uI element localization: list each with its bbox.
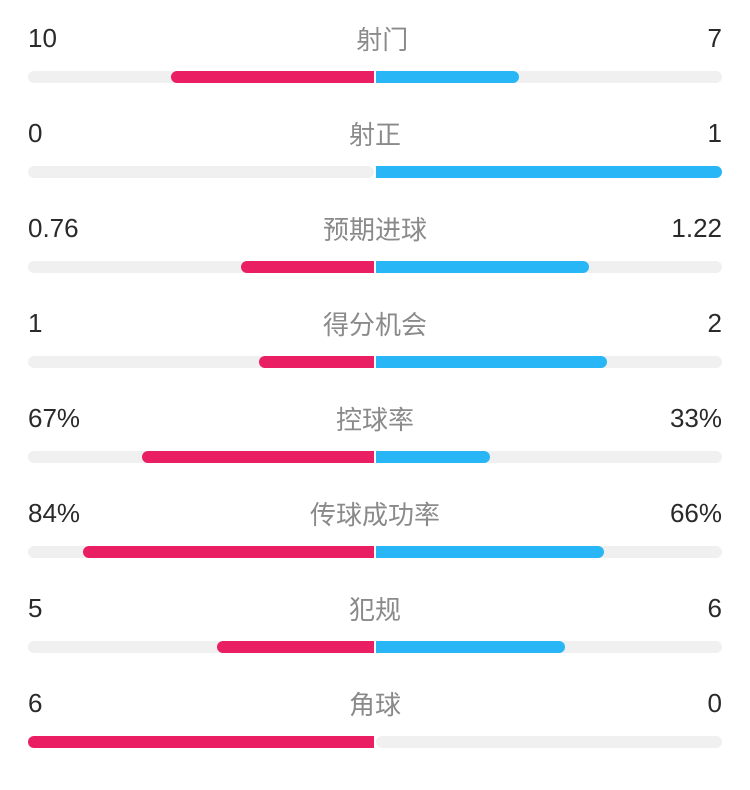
stat-bar	[28, 71, 722, 83]
stat-value-left: 1	[28, 308, 42, 339]
stat-value-right: 1	[708, 118, 722, 149]
stat-bar	[28, 736, 722, 748]
stat-bar	[28, 546, 722, 558]
stat-bar-right-fill	[376, 356, 607, 368]
stat-bar-left-track	[28, 166, 374, 178]
stat-bar	[28, 451, 722, 463]
stat-row: 1 得分机会 2	[28, 305, 722, 368]
stat-label: 射门	[57, 20, 708, 57]
stat-bar	[28, 356, 722, 368]
stat-bar	[28, 166, 722, 178]
stat-bar-left-fill	[28, 736, 374, 748]
stat-bar-left-track	[28, 71, 374, 83]
stat-value-left: 5	[28, 593, 42, 624]
stat-label: 射正	[42, 115, 707, 152]
stat-bar-right-fill	[376, 261, 589, 273]
stat-bar-right-track	[376, 641, 722, 653]
stat-bar-right-fill	[376, 451, 490, 463]
stat-bar-right-fill	[376, 641, 565, 653]
stat-row: 0 射正 1	[28, 115, 722, 178]
stat-value-right: 33%	[670, 403, 722, 434]
stat-value-right: 1.22	[671, 213, 722, 244]
stat-bar-left-fill	[259, 356, 374, 368]
stat-bar-right-fill	[376, 546, 604, 558]
stat-value-right: 0	[708, 688, 722, 719]
stat-row: 84% 传球成功率 66%	[28, 495, 722, 558]
stat-bar-left-track	[28, 451, 374, 463]
stat-header: 1 得分机会 2	[28, 305, 722, 342]
stat-header: 84% 传球成功率 66%	[28, 495, 722, 532]
stat-bar-right-track	[376, 261, 722, 273]
stats-comparison-chart: 10 射门 7 0 射正 1 0.76	[28, 20, 722, 748]
stat-bar-left-track	[28, 356, 374, 368]
stat-bar-right-track	[376, 546, 722, 558]
stat-label: 传球成功率	[80, 495, 670, 532]
stat-bar-left-fill	[171, 71, 374, 83]
stat-row: 6 角球 0	[28, 685, 722, 748]
stat-value-left: 0.76	[28, 213, 79, 244]
stat-header: 5 犯规 6	[28, 590, 722, 627]
stat-label: 得分机会	[42, 305, 707, 342]
stat-bar-right-track	[376, 736, 722, 748]
stat-row: 0.76 预期进球 1.22	[28, 210, 722, 273]
stat-bar-right-track	[376, 166, 722, 178]
stat-bar-left-fill	[83, 546, 374, 558]
stat-bar-right-fill	[376, 166, 722, 178]
stat-header: 0 射正 1	[28, 115, 722, 152]
stat-bar	[28, 641, 722, 653]
stat-bar-right-fill	[376, 71, 519, 83]
stat-label: 预期进球	[79, 210, 672, 247]
stat-value-left: 67%	[28, 403, 80, 434]
stat-header: 67% 控球率 33%	[28, 400, 722, 437]
stat-row: 67% 控球率 33%	[28, 400, 722, 463]
stat-row: 5 犯规 6	[28, 590, 722, 653]
stat-value-right: 6	[708, 593, 722, 624]
stat-value-left: 84%	[28, 498, 80, 529]
stat-bar-right-track	[376, 356, 722, 368]
stat-bar-left-track	[28, 546, 374, 558]
stat-label: 犯规	[42, 590, 707, 627]
stat-bar-left-track	[28, 261, 374, 273]
stat-label: 角球	[42, 685, 707, 722]
stat-bar-left-fill	[241, 261, 374, 273]
stat-label: 控球率	[80, 400, 670, 437]
stat-value-right: 66%	[670, 498, 722, 529]
stat-bar-left-track	[28, 736, 374, 748]
stat-header: 10 射门 7	[28, 20, 722, 57]
stat-header: 6 角球 0	[28, 685, 722, 722]
stat-value-left: 0	[28, 118, 42, 149]
stat-bar-right-track	[376, 71, 722, 83]
stat-bar	[28, 261, 722, 273]
stat-value-left: 10	[28, 23, 57, 54]
stat-value-right: 2	[708, 308, 722, 339]
stat-bar-left-track	[28, 641, 374, 653]
stat-bar-left-fill	[142, 451, 374, 463]
stat-value-left: 6	[28, 688, 42, 719]
stat-bar-left-fill	[217, 641, 374, 653]
stat-header: 0.76 预期进球 1.22	[28, 210, 722, 247]
stat-bar-right-track	[376, 451, 722, 463]
stat-value-right: 7	[708, 23, 722, 54]
stat-row: 10 射门 7	[28, 20, 722, 83]
